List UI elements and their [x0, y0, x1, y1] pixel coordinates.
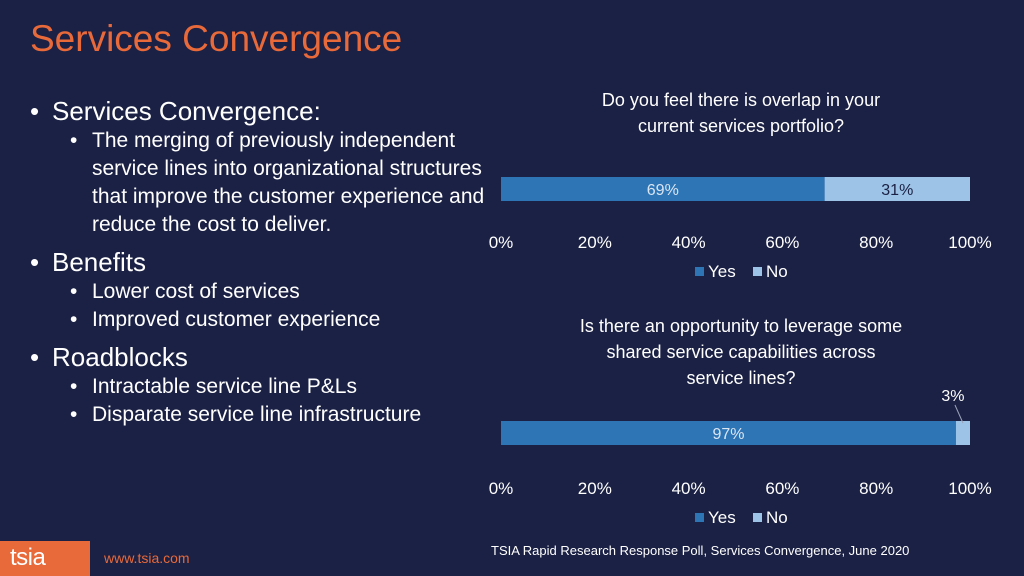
- bullet-dot: •: [30, 342, 40, 372]
- bullet-text: Disparate service line infrastructure: [92, 403, 422, 426]
- bullet-text: Benefits: [52, 247, 146, 277]
- data-label: 97%: [712, 426, 744, 443]
- data-label: 69%: [647, 182, 679, 199]
- slide-title: Services Convergence: [30, 18, 403, 59]
- bullet-dot: •: [70, 280, 78, 303]
- chart-title-line: current services portfolio?: [638, 116, 844, 136]
- x-tick-label: 40%: [672, 479, 706, 498]
- x-tick-label: 60%: [765, 479, 799, 498]
- bullet-text: Roadblocks: [52, 342, 188, 372]
- charts-area: Do you feel there is overlap in your curr…: [489, 90, 992, 527]
- bullet-dot: •: [30, 247, 40, 277]
- footer-url-link[interactable]: www.tsia.com: [104, 550, 190, 566]
- bullet-text: The merging of previously independent se…: [92, 129, 485, 236]
- bullet-list: • Services Convergence: • The merging of p…: [30, 92, 490, 429]
- x-tick-label: 20%: [578, 479, 612, 498]
- bullet-dot: •: [70, 308, 78, 331]
- bar-no: [955, 421, 970, 445]
- bullet-text: Improved customer experience: [92, 308, 381, 331]
- bar-no: [824, 177, 970, 201]
- bullet-dot: •: [70, 403, 78, 426]
- bullet-dot: •: [70, 375, 78, 398]
- x-tick-label: 100%: [948, 233, 991, 252]
- logo-text: tsia: [10, 544, 46, 571]
- x-tick-label: 80%: [859, 479, 893, 498]
- legend-label-yes: Yes: [708, 262, 736, 281]
- bullet-text: Lower cost of services: [92, 280, 300, 303]
- bar-yes: [501, 421, 956, 445]
- chart-1: Do you feel there is overlap in your curr…: [489, 90, 992, 281]
- bullet-dot: •: [70, 129, 78, 152]
- x-tick-label: 0%: [489, 479, 514, 498]
- bullet-text: Intractable service line P&Ls: [92, 375, 357, 398]
- bar-yes: [501, 177, 825, 201]
- leader-line: [954, 404, 964, 424]
- x-tick-label: 60%: [765, 233, 799, 252]
- legend-swatch-no: [753, 513, 762, 522]
- legend-label-yes: Yes: [708, 508, 736, 527]
- tsia-logo: tsia: [0, 541, 90, 576]
- chart-title-line: Do you feel there is overlap in your: [602, 90, 880, 110]
- x-tick-label: 100%: [948, 479, 991, 498]
- legend-swatch-no: [753, 267, 762, 276]
- data-label: 31%: [881, 182, 913, 199]
- sub-bullet-lower-cost: • Lower cost of services: [70, 278, 490, 306]
- bullet-dot: •: [30, 96, 40, 126]
- x-tick-label: 80%: [859, 233, 893, 252]
- legend-label-no: No: [766, 508, 788, 527]
- x-tick-label: 40%: [672, 233, 706, 252]
- sub-bullet-intractable-pnl: • Intractable service line P&Ls: [70, 373, 490, 401]
- chart-title-line: service lines?: [686, 368, 795, 388]
- chart-title-line: shared service capabilities across: [606, 342, 875, 362]
- legend-swatch-yes: [695, 513, 704, 522]
- chart-title-line: Is there an opportunity to leverage some: [580, 316, 902, 336]
- legend-swatch-yes: [695, 267, 704, 276]
- footer-source-note: TSIA Rapid Research Response Poll, Servi…: [491, 543, 910, 558]
- chart-2: Is there an opportunity to leverage some…: [489, 316, 992, 527]
- legend-label-no: No: [766, 262, 788, 281]
- x-tick-label: 0%: [489, 233, 514, 252]
- bullet-benefits: • Benefits: [30, 247, 490, 278]
- sub-bullet-definition: • The merging of previously independent s…: [70, 127, 490, 239]
- x-tick-label: 20%: [578, 233, 612, 252]
- bullet-services-convergence: • Services Convergence:: [30, 96, 490, 127]
- sub-bullet-disparate-infra: • Disparate service line infrastructure: [70, 401, 490, 429]
- sub-bullet-improved-experience: • Improved customer experience: [70, 306, 490, 334]
- data-label: 3%: [941, 388, 964, 405]
- bullet-text: Services Convergence:: [52, 96, 321, 126]
- bullet-roadblocks: • Roadblocks: [30, 342, 490, 373]
